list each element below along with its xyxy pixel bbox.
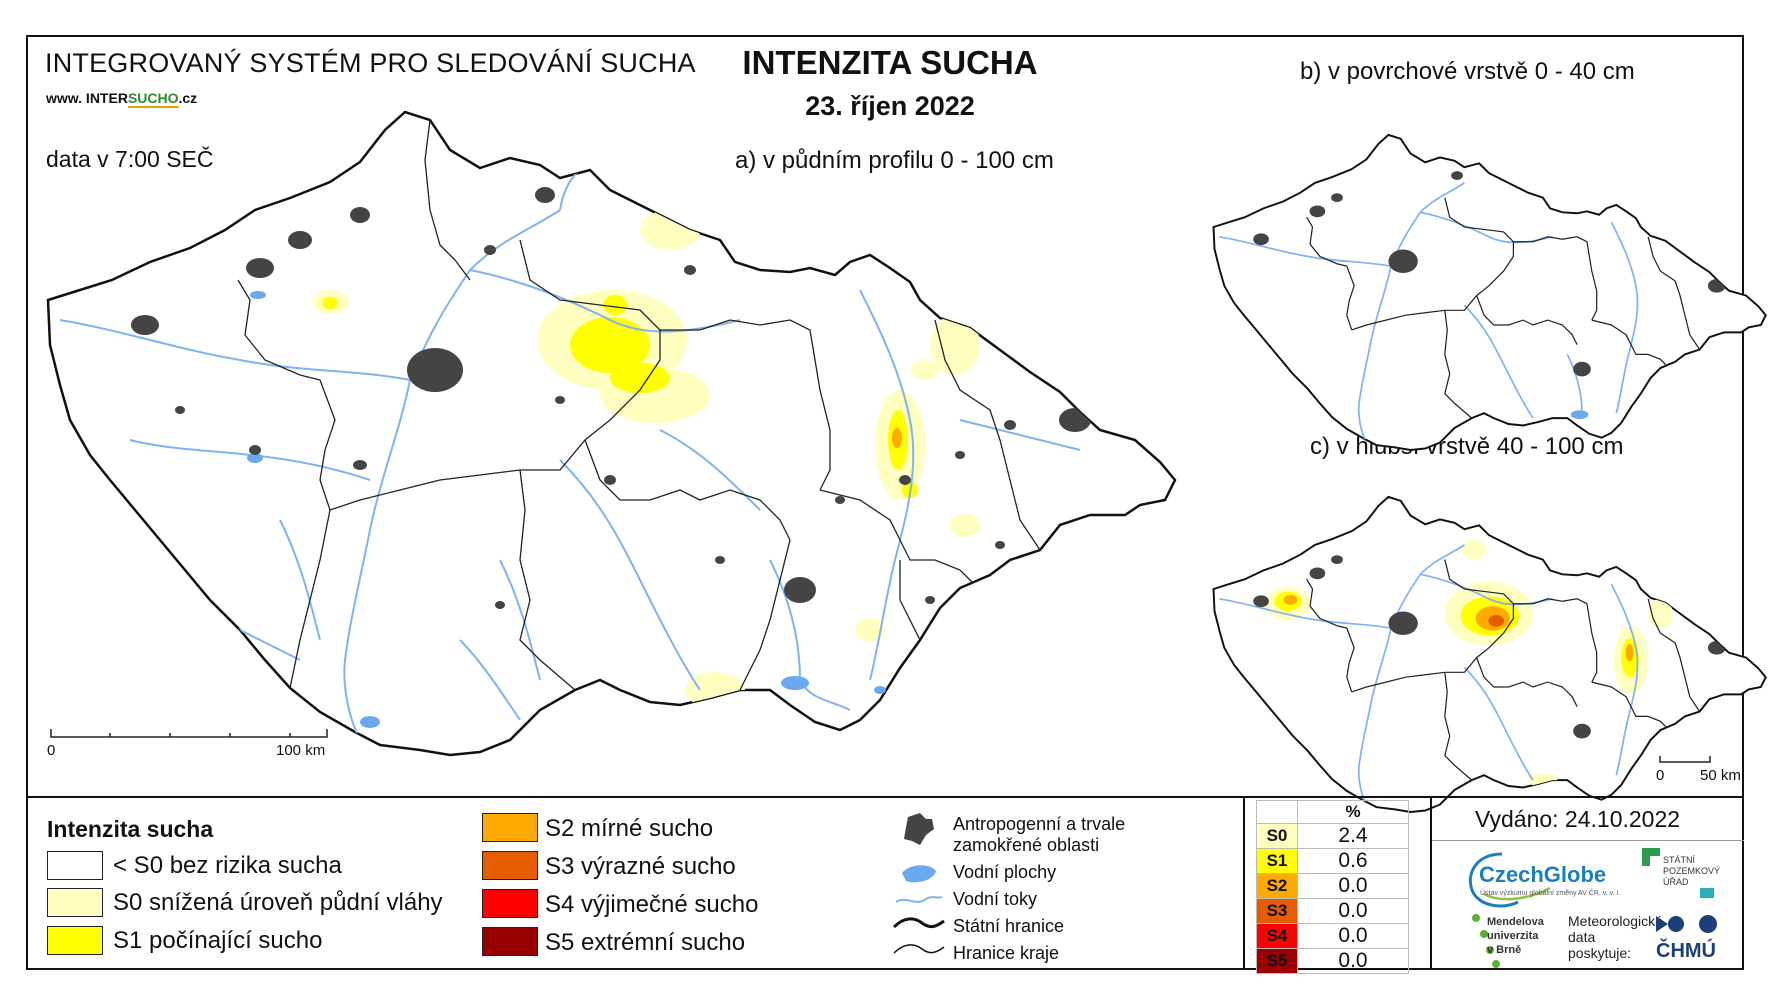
czechglobe-logo-icon [1468, 852, 1551, 908]
percent-class-s2: S2 [1256, 873, 1298, 899]
percent-header: % [1297, 800, 1409, 824]
map-b-title: b) v povrchové vrstvě 0 - 40 cm [1300, 58, 1635, 85]
legend-divider-2 [1430, 797, 1432, 970]
region-border-icon [893, 944, 945, 954]
chmu-logo-icon [1656, 915, 1717, 933]
percent-class-s3: S3 [1256, 898, 1298, 924]
scale-a-start: 0 [47, 742, 56, 759]
legend-swatch-s4 [482, 889, 538, 918]
scale-c-start: 0 [1656, 767, 1665, 784]
percent-row-s2: S2 0.0 [1256, 873, 1409, 899]
map-date: 23. říjen 2022 [805, 91, 975, 121]
main-title: INTENZITA SUCHA [742, 44, 1038, 81]
scale-c-end: 50 km [1700, 767, 1741, 784]
percent-value-s4: 0.0 [1297, 923, 1409, 949]
legend-urban-label: Antropogenní a trvale zamokřené oblasti [953, 814, 1126, 855]
scale-a-end: 100 km [276, 742, 326, 759]
mendel-logo-icon [1472, 914, 1500, 968]
issued-separator [1432, 840, 1744, 841]
percent-value-s5: 0.0 [1297, 948, 1409, 974]
legend-label-s4: S4 výjimečné sucho [545, 891, 759, 918]
percent-row-s4: S4 0.0 [1256, 923, 1409, 949]
percent-value-s1: 0.6 [1297, 848, 1409, 874]
legend-swatch-s2 [482, 813, 538, 842]
legend-swatch-none [47, 851, 103, 880]
issued-date: Vydáno: 24.10.2022 [1475, 806, 1681, 832]
legend-swatch-s0 [47, 888, 103, 917]
percent-header-blank [1256, 800, 1298, 824]
percent-table: % S0 2.4 S1 0.6 S2 0.0 S3 0.0 S4 0.0 S5 … [1256, 800, 1409, 974]
percent-class-s4: S4 [1256, 923, 1298, 949]
percent-value-s3: 0.0 [1297, 898, 1409, 924]
legend-symbols [892, 813, 945, 954]
website-suffix: .cz [178, 90, 198, 106]
chmu-name: ČHMÚ [1656, 940, 1716, 962]
legend-swatch-s3 [482, 851, 538, 880]
percent-class-s1: S1 [1256, 848, 1298, 874]
czechglobe-subtitle: Ústav výzkumu globální změny AV ČR, v. v… [1480, 890, 1621, 897]
legend-state-border-label: Státní hranice [953, 916, 1065, 936]
legend-swatch-s5 [482, 927, 538, 956]
legend-water-label: Vodní plochy [953, 862, 1057, 882]
czechglobe-name: CzechGlobe [1479, 862, 1607, 887]
legend-region-border-label: Hranice kraje [953, 943, 1060, 963]
legend-swatch-s1 [47, 926, 103, 955]
legend-separator [26, 796, 1744, 798]
legend-label-s0: S0 snížená úroveň půdní vláhy [113, 889, 443, 916]
percent-row-s1: S1 0.6 [1256, 848, 1409, 874]
legend-label-s2: S2 mírné sucho [545, 815, 714, 842]
map-c-title: c) v hlubší vrstvě 40 - 100 cm [1310, 433, 1624, 460]
mendel-line-3: v Brně [1487, 944, 1522, 956]
spu-name: STÁTNÍ POZEMKOVÝ ÚŘAD [1663, 855, 1721, 887]
data-time: data v 7:00 SEČ [46, 146, 214, 172]
percent-table-header: % [1256, 800, 1409, 824]
percent-value-s0: 2.4 [1297, 823, 1409, 849]
legend-label-s3: S3 výrazné sucho [545, 853, 736, 880]
percent-row-s5: S5 0.0 [1256, 948, 1409, 974]
legend-label-none: < S0 bez rizika sucha [113, 852, 342, 879]
river-icon [895, 896, 943, 903]
system-title: INTEGROVANÝ SYSTÉM PRO SLEDOVÁNÍ SUCHA [45, 48, 696, 78]
percent-row-s0: S0 2.4 [1256, 823, 1409, 849]
legend-title: Intenzita sucha [47, 816, 214, 842]
spu-logo-icon [1642, 848, 1714, 898]
mendel-line-1: Mendelova [1487, 916, 1544, 928]
legend-label-s5: S5 extrémní sucho [545, 929, 746, 956]
percent-row-s3: S3 0.0 [1256, 898, 1409, 924]
legend-label-s1: S1 počínající sucho [113, 927, 323, 954]
website-prefix: www. INTER [46, 90, 128, 106]
water-body-icon [902, 865, 936, 883]
legend-divider-1 [1243, 797, 1245, 970]
mendel-line-2: univerzita [1487, 930, 1539, 942]
urban-area-icon [904, 813, 934, 845]
percent-class-s5: S5 [1256, 948, 1298, 974]
mendel-name: Mendelova univerzita v Brně [1487, 915, 1544, 957]
website-accent: SUCHO [127, 90, 179, 108]
meteo-line-3: poskytuje: [1568, 945, 1632, 961]
percent-class-s0: S0 [1256, 823, 1298, 849]
state-border-icon [892, 917, 945, 929]
meteo-line-2: data [1568, 929, 1596, 945]
website-link[interactable]: www. INTERSUCHO.cz [46, 90, 198, 108]
meteo-text: Meteorologická data poskytuje: [1568, 913, 1663, 961]
meteo-line-1: Meteorologická [1568, 913, 1663, 929]
legend-rivers-label: Vodní toky [953, 889, 1038, 909]
percent-value-s2: 0.0 [1297, 873, 1409, 899]
map-a-title: a) v půdním profilu 0 - 100 cm [735, 147, 1054, 174]
